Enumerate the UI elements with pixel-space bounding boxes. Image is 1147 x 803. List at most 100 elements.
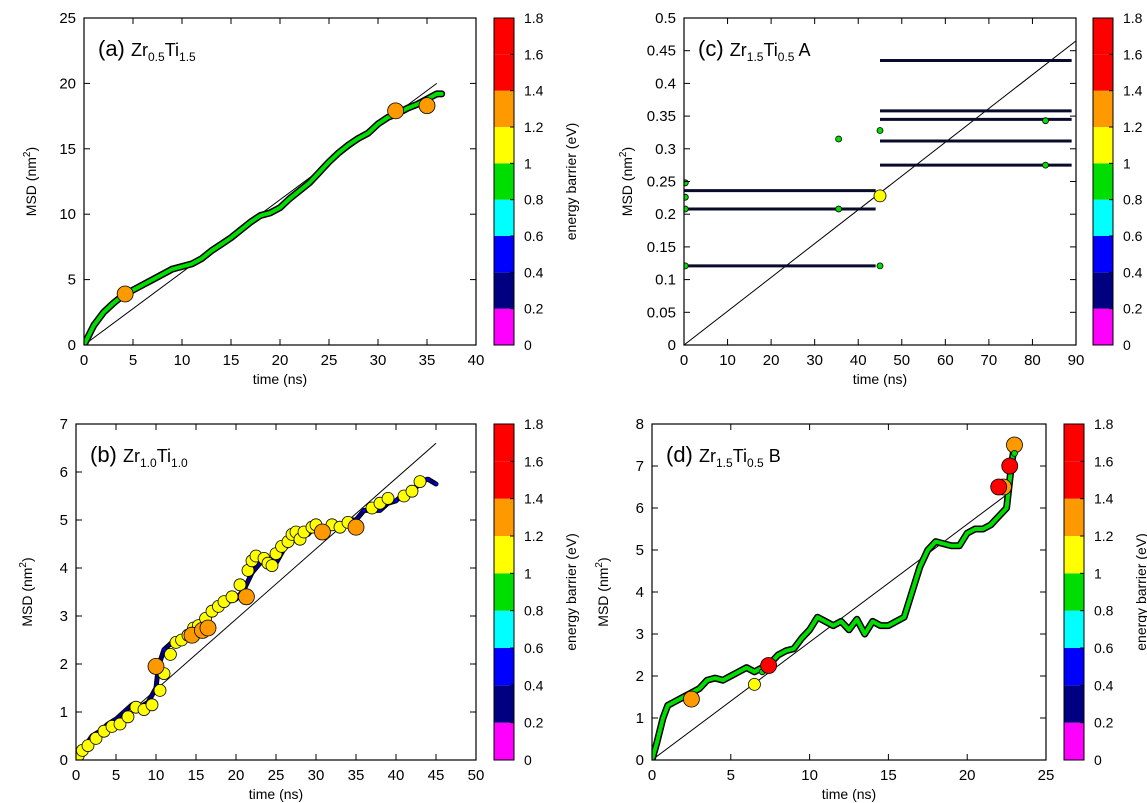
title-element-1: Zr — [730, 40, 747, 60]
colorbar-band — [494, 18, 514, 55]
data-point — [997, 514, 1001, 518]
data-layer — [84, 90, 446, 345]
y-tick-label: 25 — [59, 10, 76, 27]
colorbar-band — [1093, 163, 1113, 200]
data-point — [1011, 449, 1018, 457]
x-tick-label: 20 — [959, 767, 976, 784]
y-tick-label: 8 — [636, 416, 644, 433]
title-element-1: Zr — [699, 446, 716, 466]
data-point — [288, 197, 292, 201]
y-axis-label-sup: 2 — [18, 562, 29, 568]
x-tick-label: 25 — [321, 352, 338, 369]
data-point — [387, 102, 405, 120]
colorbar-band — [494, 536, 514, 574]
y-tick-label: 0.5 — [655, 10, 676, 27]
colorbar-tick-label: 1 — [1094, 565, 1102, 581]
x-tick-label: 15 — [223, 352, 240, 369]
colorbar-tick-label: 1.2 — [1123, 119, 1143, 135]
colorbar-band — [494, 199, 514, 236]
data-point — [386, 115, 390, 119]
y-tick-label: 0.1 — [655, 272, 676, 289]
y-tick-label: 6 — [636, 500, 644, 517]
data-point — [1001, 457, 1019, 475]
y-axis-label: MSD (nm2) — [22, 147, 39, 216]
title-sub-2: 0.5 — [747, 456, 764, 470]
y-tick-label: 1 — [636, 710, 644, 727]
data-point — [170, 267, 174, 271]
data-point — [145, 698, 159, 712]
data-point — [347, 518, 365, 536]
colorbar-tick-label: 1 — [524, 565, 532, 581]
colorbar-band — [494, 722, 514, 760]
data-point — [855, 617, 859, 621]
data-point — [973, 527, 977, 531]
colorbar-band — [494, 54, 514, 91]
colorbar-tick-label: 0.8 — [1094, 603, 1114, 619]
x-tick-label: 90 — [1068, 352, 1085, 369]
data-point — [1005, 506, 1009, 510]
y-tick-label: 0.35 — [647, 108, 676, 125]
x-tick-label: 0 — [648, 767, 656, 784]
data-point — [121, 710, 135, 724]
y-tick-label: 2 — [636, 668, 644, 685]
plot-frame — [651, 423, 1047, 761]
x-tick-label: 30 — [370, 352, 387, 369]
colorbar-band — [1093, 236, 1113, 273]
panel-label: (a) — [98, 36, 131, 61]
y-tick-label: 0 — [636, 752, 644, 769]
x-axis-label: time (ns) — [853, 371, 907, 387]
data-point — [434, 482, 438, 486]
colorbar-band — [1093, 308, 1113, 345]
colorbar-tick-label: 1.8 — [524, 10, 544, 26]
x-tick-label: 35 — [419, 352, 436, 369]
data-point — [697, 687, 701, 691]
data-point — [737, 670, 741, 674]
series-trajectory-outline — [652, 441, 1018, 760]
data-point — [879, 624, 883, 628]
y-axis-label-end: ) — [595, 557, 611, 562]
y-tick-label: 0.15 — [647, 239, 676, 256]
colorbar-band — [494, 308, 514, 345]
title-sub-2: 1.0 — [171, 456, 188, 470]
x-tick-label: 50 — [468, 767, 485, 784]
colorbar-band — [494, 648, 514, 686]
data-point — [661, 716, 665, 720]
colorbar-band — [1064, 648, 1084, 686]
x-tick-label: 20 — [763, 352, 780, 369]
x-tick-label: 10 — [148, 767, 165, 784]
data-point — [376, 122, 380, 126]
data-point — [413, 475, 427, 489]
colorbar-tick-label: 1.4 — [524, 491, 544, 507]
y-tick-label: 4 — [60, 560, 68, 577]
plot-frame — [683, 17, 1077, 346]
data-point — [147, 658, 165, 675]
colorbar-tick-label: 1.6 — [1123, 46, 1143, 62]
y-tick-label: 5 — [636, 542, 644, 559]
data-point — [684, 262, 689, 270]
colorbar-tick-label: 1.6 — [524, 46, 544, 62]
data-point — [200, 257, 204, 261]
data-point — [876, 127, 884, 134]
data-point — [209, 249, 213, 253]
data-point — [835, 205, 843, 213]
data-point — [151, 278, 155, 282]
colorbar-band — [1064, 610, 1084, 648]
x-tick-label: 20 — [228, 767, 245, 784]
colorbar-label: energy barrier (eV) — [563, 123, 579, 241]
data-point — [405, 484, 419, 498]
data-point — [418, 97, 436, 115]
y-tick-label: 7 — [60, 416, 68, 433]
x-tick-label: 20 — [272, 352, 289, 369]
colorbar-frame — [493, 423, 515, 761]
data-point — [180, 265, 184, 269]
y-tick-label: 10 — [59, 206, 76, 223]
colorbar-tick-label: 1.2 — [1094, 528, 1114, 544]
y-tick-label: 0.05 — [647, 304, 676, 321]
y-tick-label: 0.4 — [655, 75, 676, 92]
data-point — [729, 674, 733, 678]
x-tick-label: 5 — [129, 352, 137, 369]
colorbar-tick-label: 0.8 — [1123, 192, 1143, 208]
data-point — [784, 649, 788, 653]
data-point — [965, 531, 969, 535]
